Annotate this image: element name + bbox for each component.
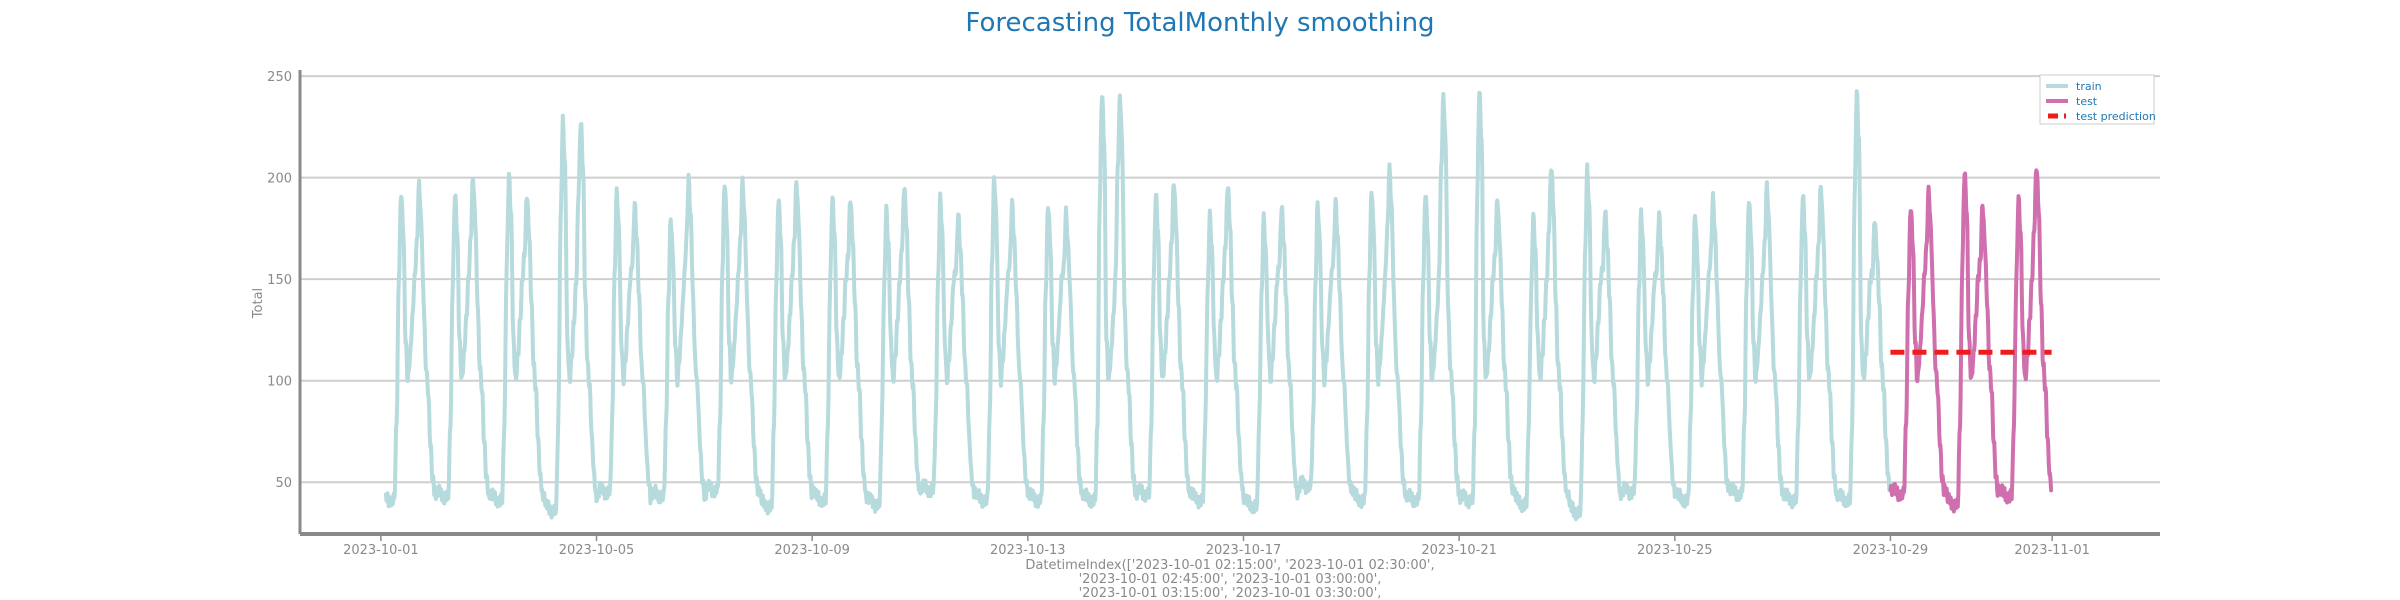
x-axis-label-line-1: DatetimeIndex(['2023-10-01 02:15:00', '2… (1025, 558, 1434, 573)
y-axis-label: Total (251, 288, 266, 319)
y-tick-label: 50 (275, 476, 292, 491)
x-tick-label: 2023-10-01 (343, 543, 419, 558)
x-tick-label: 2023-10-29 (1853, 543, 1929, 558)
x-tick-label: 2023-10-25 (1637, 543, 1713, 558)
series-line-train (383, 89, 1892, 522)
x-tick-label: 2023-10-13 (990, 543, 1066, 558)
x-tick-label: 2023-10-09 (774, 543, 850, 558)
series-layer (383, 89, 2054, 522)
y-tick-label: 250 (267, 70, 292, 85)
legend-label-test-prediction: test prediction (2076, 110, 2156, 123)
x-tick-label: 2023-10-05 (559, 543, 635, 558)
legend: train test test prediction (2039, 74, 2156, 125)
legend-label-train: train (2076, 80, 2102, 93)
y-tick-label: 100 (267, 375, 292, 390)
y-tick-label: 150 (267, 273, 292, 288)
series-line-test (1888, 168, 2054, 514)
chart-title: Forecasting TotalMonthly smoothing (965, 8, 1434, 38)
x-tick-label: 2023-10-17 (1206, 543, 1282, 558)
x-axis-label-line-3: '2023-10-01 03:15:00', '2023-10-01 03:30… (1079, 586, 1382, 600)
x-tick-label: 2023-11-01 (2014, 543, 2090, 558)
y-tick-label: 200 (267, 172, 292, 187)
legend-label-test: test (2076, 95, 2098, 108)
x-tick-label: 2023-10-21 (1421, 543, 1497, 558)
x-axis-label-line-2: '2023-10-01 02:45:00', '2023-10-01 03:00… (1079, 572, 1382, 587)
axes-layer: 50 100 150 200 250 2023-10-01 2023-10-05 2023-1… (267, 70, 2160, 558)
